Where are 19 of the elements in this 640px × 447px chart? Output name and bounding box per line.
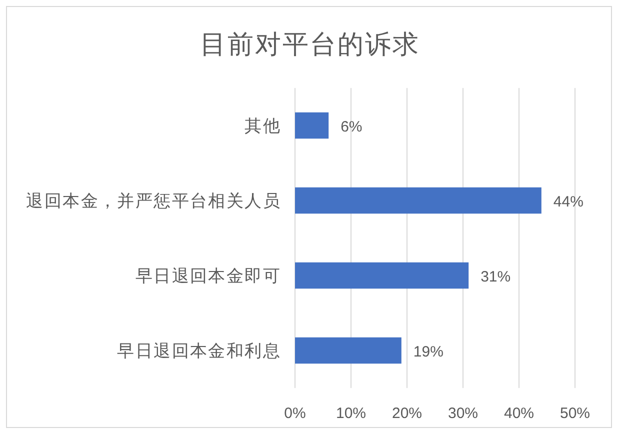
bar (295, 112, 329, 139)
x-tick-label: 10% (336, 405, 366, 422)
bar (295, 262, 469, 289)
x-tick-label: 20% (392, 405, 422, 422)
y-tick-label: 其他 (244, 116, 281, 136)
bar (295, 187, 542, 214)
data-label: 44% (553, 194, 584, 210)
bar (295, 337, 402, 364)
data-label: 6% (340, 118, 362, 136)
x-tick-label: 0% (284, 405, 306, 422)
x-tick-label: 30% (448, 405, 478, 422)
y-tick-label: 退回本金，并严惩平台相关人员 (26, 192, 281, 210)
x-tick-label: 40% (504, 405, 534, 422)
y-tick-label: 早日退回本金即可 (135, 266, 281, 286)
chart-title: 目前对平台的诉求 (200, 29, 420, 59)
data-label: 31% (480, 268, 511, 286)
x-tick-label: 50% (560, 405, 590, 422)
data-label: 19% (413, 344, 444, 360)
y-tick-label: 早日退回本金和利息 (117, 342, 281, 360)
